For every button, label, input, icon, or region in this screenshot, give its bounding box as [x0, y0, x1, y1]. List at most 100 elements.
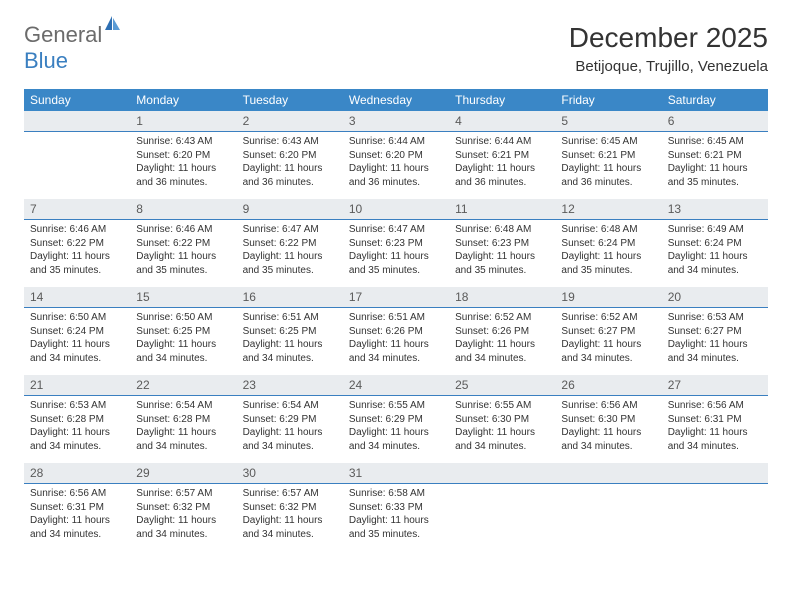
day-day2: and 34 minutes.	[30, 528, 124, 542]
day-number-cell: 28	[24, 463, 130, 484]
day-sunset: Sunset: 6:30 PM	[561, 413, 655, 427]
day-number-cell: 2	[237, 111, 343, 132]
day-number-cell: 22	[130, 375, 236, 396]
day-content-cell: Sunrise: 6:46 AMSunset: 6:22 PMDaylight:…	[130, 220, 236, 288]
day-day1: Daylight: 11 hours	[136, 162, 230, 176]
day-sunset: Sunset: 6:24 PM	[668, 237, 762, 251]
day-day2: and 35 minutes.	[561, 264, 655, 278]
day-number-cell: 19	[555, 287, 661, 308]
day-day1: Daylight: 11 hours	[243, 162, 337, 176]
day-sunrise: Sunrise: 6:53 AM	[30, 399, 124, 413]
day-sunrise: Sunrise: 6:48 AM	[561, 223, 655, 237]
day-content-cell	[24, 132, 130, 200]
day-day1: Daylight: 11 hours	[668, 426, 762, 440]
day-day2: and 34 minutes.	[561, 440, 655, 454]
day-sunrise: Sunrise: 6:54 AM	[136, 399, 230, 413]
day-sunset: Sunset: 6:21 PM	[455, 149, 549, 163]
calendar-page: General December 2025 Betijoque, Trujill…	[0, 0, 792, 573]
day-day1: Daylight: 11 hours	[668, 162, 762, 176]
day-content-cell: Sunrise: 6:54 AMSunset: 6:28 PMDaylight:…	[130, 396, 236, 464]
day-day2: and 35 minutes.	[136, 264, 230, 278]
day-day1: Daylight: 11 hours	[349, 514, 443, 528]
day-number-cell: 8	[130, 199, 236, 220]
day-content-cell: Sunrise: 6:50 AMSunset: 6:25 PMDaylight:…	[130, 308, 236, 376]
day-sunrise: Sunrise: 6:48 AM	[455, 223, 549, 237]
day-sunrise: Sunrise: 6:55 AM	[455, 399, 549, 413]
day-number-cell: 9	[237, 199, 343, 220]
day-sunset: Sunset: 6:25 PM	[136, 325, 230, 339]
day-content-cell: Sunrise: 6:47 AMSunset: 6:23 PMDaylight:…	[343, 220, 449, 288]
day-content-cell: Sunrise: 6:44 AMSunset: 6:21 PMDaylight:…	[449, 132, 555, 200]
day-sunset: Sunset: 6:22 PM	[30, 237, 124, 251]
day-sunrise: Sunrise: 6:56 AM	[561, 399, 655, 413]
day-day1: Daylight: 11 hours	[136, 514, 230, 528]
day-day1: Daylight: 11 hours	[136, 250, 230, 264]
day-sunrise: Sunrise: 6:57 AM	[136, 487, 230, 501]
day-content-cell: Sunrise: 6:46 AMSunset: 6:22 PMDaylight:…	[24, 220, 130, 288]
day-content-cell: Sunrise: 6:44 AMSunset: 6:20 PMDaylight:…	[343, 132, 449, 200]
day-day2: and 35 minutes.	[243, 264, 337, 278]
day-number-cell: 29	[130, 463, 236, 484]
day-day1: Daylight: 11 hours	[668, 250, 762, 264]
day-day2: and 36 minutes.	[561, 176, 655, 190]
day-number-cell: 21	[24, 375, 130, 396]
day-number-row: 123456	[24, 111, 768, 132]
day-sunrise: Sunrise: 6:55 AM	[349, 399, 443, 413]
day-content-cell: Sunrise: 6:45 AMSunset: 6:21 PMDaylight:…	[555, 132, 661, 200]
day-number-row: 28293031	[24, 463, 768, 484]
day-number-cell: 12	[555, 199, 661, 220]
day-content-cell: Sunrise: 6:52 AMSunset: 6:26 PMDaylight:…	[449, 308, 555, 376]
day-number-cell: 3	[343, 111, 449, 132]
day-content-cell: Sunrise: 6:52 AMSunset: 6:27 PMDaylight:…	[555, 308, 661, 376]
day-day1: Daylight: 11 hours	[561, 250, 655, 264]
day-sunrise: Sunrise: 6:56 AM	[668, 399, 762, 413]
day-day1: Daylight: 11 hours	[30, 250, 124, 264]
day-day2: and 36 minutes.	[349, 176, 443, 190]
dow-header: Sunday	[24, 89, 130, 111]
day-day2: and 34 minutes.	[455, 352, 549, 366]
day-sunrise: Sunrise: 6:44 AM	[349, 135, 443, 149]
day-content-cell: Sunrise: 6:53 AMSunset: 6:28 PMDaylight:…	[24, 396, 130, 464]
day-content-cell	[662, 484, 768, 552]
day-sunrise: Sunrise: 6:46 AM	[30, 223, 124, 237]
page-header: General December 2025 Betijoque, Trujill…	[24, 22, 768, 75]
dow-header: Saturday	[662, 89, 768, 111]
day-content-row: Sunrise: 6:50 AMSunset: 6:24 PMDaylight:…	[24, 308, 768, 376]
day-sunrise: Sunrise: 6:47 AM	[243, 223, 337, 237]
day-number-cell: 26	[555, 375, 661, 396]
day-content-cell: Sunrise: 6:51 AMSunset: 6:26 PMDaylight:…	[343, 308, 449, 376]
day-number-cell: 1	[130, 111, 236, 132]
logo-text-2: Blue	[24, 48, 68, 73]
day-content-cell: Sunrise: 6:48 AMSunset: 6:23 PMDaylight:…	[449, 220, 555, 288]
day-number-cell: 24	[343, 375, 449, 396]
day-day1: Daylight: 11 hours	[455, 338, 549, 352]
day-sunrise: Sunrise: 6:51 AM	[349, 311, 443, 325]
day-number-cell: 6	[662, 111, 768, 132]
day-content-cell: Sunrise: 6:56 AMSunset: 6:31 PMDaylight:…	[662, 396, 768, 464]
day-content-row: Sunrise: 6:46 AMSunset: 6:22 PMDaylight:…	[24, 220, 768, 288]
day-day1: Daylight: 11 hours	[668, 338, 762, 352]
day-sunset: Sunset: 6:32 PM	[136, 501, 230, 515]
day-day2: and 34 minutes.	[561, 352, 655, 366]
day-day2: and 35 minutes.	[668, 176, 762, 190]
day-day2: and 34 minutes.	[243, 528, 337, 542]
day-sunrise: Sunrise: 6:54 AM	[243, 399, 337, 413]
day-sunset: Sunset: 6:23 PM	[349, 237, 443, 251]
day-content-cell: Sunrise: 6:49 AMSunset: 6:24 PMDaylight:…	[662, 220, 768, 288]
day-sunrise: Sunrise: 6:52 AM	[561, 311, 655, 325]
logo-sail-icon	[102, 14, 122, 37]
day-sunset: Sunset: 6:26 PM	[349, 325, 443, 339]
day-content-cell: Sunrise: 6:55 AMSunset: 6:29 PMDaylight:…	[343, 396, 449, 464]
day-day1: Daylight: 11 hours	[561, 162, 655, 176]
title-block: December 2025 Betijoque, Trujillo, Venez…	[569, 22, 768, 75]
day-day2: and 35 minutes.	[349, 528, 443, 542]
day-content-cell: Sunrise: 6:54 AMSunset: 6:29 PMDaylight:…	[237, 396, 343, 464]
day-sunrise: Sunrise: 6:43 AM	[136, 135, 230, 149]
day-day1: Daylight: 11 hours	[243, 514, 337, 528]
day-number-cell: 15	[130, 287, 236, 308]
day-number-cell: 30	[237, 463, 343, 484]
day-day2: and 34 minutes.	[349, 440, 443, 454]
logo-blue-row: Blue	[24, 48, 68, 74]
day-sunrise: Sunrise: 6:56 AM	[30, 487, 124, 501]
dow-header: Tuesday	[237, 89, 343, 111]
